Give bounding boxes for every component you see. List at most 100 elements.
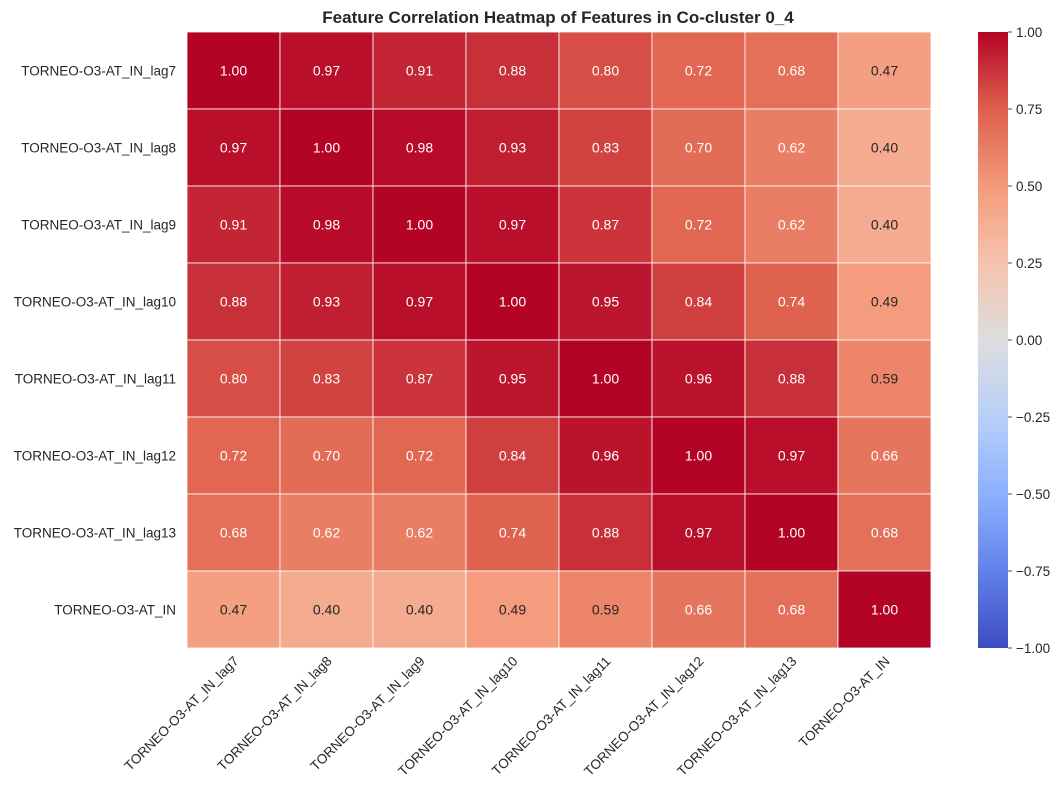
cell-value-label: 0.72 xyxy=(685,217,712,233)
cell-value-label: 0.49 xyxy=(871,294,898,310)
heatmap-cell xyxy=(186,31,281,110)
row-label: TORNEO-O3-AT_IN_lag7 xyxy=(21,64,176,79)
heatmap-cell xyxy=(837,570,932,649)
colorbar-tick-label: −0.50 xyxy=(1016,487,1050,502)
cell-value-label: 0.62 xyxy=(406,525,433,541)
cell-value-label: 0.49 xyxy=(499,602,526,618)
heatmap-cell xyxy=(558,262,653,341)
heatmap-cell xyxy=(465,262,560,341)
cell-value-label: 0.97 xyxy=(220,140,247,156)
heatmap-cell xyxy=(651,339,746,418)
column-label: TORNEO-O3-AT_IN xyxy=(796,654,893,751)
cell-value-label: 0.88 xyxy=(499,63,526,79)
cell-value-label: 0.97 xyxy=(778,448,805,464)
heatmap-cell xyxy=(744,262,839,341)
cell-value-label: 0.72 xyxy=(685,63,712,79)
cell-value-label: 0.88 xyxy=(220,294,247,310)
cell-value-label: 0.87 xyxy=(592,217,619,233)
heatmap-cell xyxy=(279,416,374,495)
row-labels: TORNEO-O3-AT_IN_lag7 TORNEO-O3-AT_IN_lag8… xyxy=(14,64,176,618)
heatmap-cell xyxy=(465,339,560,418)
colorbar: 1.00 0.75 0.50 0.25 0.00 −0.25 −0.50 −0.75 −1.00 xyxy=(978,25,1050,656)
cell-value-label: 0.97 xyxy=(313,63,340,79)
cell-value-label: 0.68 xyxy=(871,525,898,541)
heatmap-cell xyxy=(744,416,839,495)
colorbar-tick-label: −1.00 xyxy=(1016,641,1050,656)
cell-value-label: 0.80 xyxy=(592,63,619,79)
cell-value-label: 0.96 xyxy=(685,371,712,387)
heatmap-cell xyxy=(558,339,653,418)
heatmap-cell xyxy=(186,570,281,649)
row-label: TORNEO-O3-AT_IN xyxy=(54,603,176,618)
heatmap-cell xyxy=(744,493,839,572)
colorbar-gradient xyxy=(978,32,1008,648)
heatmap-cell xyxy=(372,416,467,495)
heatmap-cell xyxy=(651,570,746,649)
heatmap-cell xyxy=(465,31,560,110)
heatmap-cell xyxy=(372,339,467,418)
cell-value-label: 0.40 xyxy=(871,140,898,156)
chart-title: Feature Correlation Heatmap of Features … xyxy=(322,8,794,27)
row-label: TORNEO-O3-AT_IN_lag13 xyxy=(14,526,176,541)
heatmap-cell xyxy=(558,493,653,572)
cell-value-label: 0.97 xyxy=(685,525,712,541)
cell-value-label: 0.70 xyxy=(685,140,712,156)
cell-value-label: 0.40 xyxy=(871,217,898,233)
cell-value-label: 0.70 xyxy=(313,448,340,464)
cell-value-label: 0.95 xyxy=(499,371,526,387)
heatmap-cells: 1.00 0.97 0.91 0.88 0.80 0.72 0.68 0.47 0.97 1.00… xyxy=(186,31,932,649)
row-label: TORNEO-O3-AT_IN_lag8 xyxy=(21,141,176,156)
colorbar-tick-label: 0.75 xyxy=(1016,102,1042,117)
row-label: TORNEO-O3-AT_IN_lag11 xyxy=(15,372,176,387)
heatmap-cell xyxy=(279,108,374,187)
heatmap-cell xyxy=(651,108,746,187)
cell-value-label: 1.00 xyxy=(220,63,247,79)
heatmap-cell xyxy=(372,262,467,341)
cell-value-label: 0.91 xyxy=(406,63,433,79)
heatmap-cell xyxy=(837,108,932,187)
cell-value-label: 0.96 xyxy=(592,448,619,464)
cell-value-label: 0.87 xyxy=(406,371,433,387)
cell-value-label: 0.62 xyxy=(778,140,805,156)
cell-value-label: 0.72 xyxy=(220,448,247,464)
heatmap-cell xyxy=(465,570,560,649)
cell-value-label: 0.40 xyxy=(406,602,433,618)
heatmap-cell xyxy=(372,31,467,110)
cell-value-label: 0.47 xyxy=(220,602,247,618)
heatmap-cell xyxy=(744,185,839,264)
cell-value-label: 0.93 xyxy=(499,140,526,156)
heatmap-cell xyxy=(558,185,653,264)
colorbar-tick-label: 0.25 xyxy=(1016,256,1042,271)
heatmap-cell xyxy=(372,493,467,572)
heatmap-cell xyxy=(372,570,467,649)
heatmap-cell xyxy=(837,31,932,110)
cell-value-label: 0.98 xyxy=(313,217,340,233)
colorbar-tick-label: 0.50 xyxy=(1016,179,1042,194)
cell-value-label: 0.68 xyxy=(778,63,805,79)
cell-value-label: 0.59 xyxy=(592,602,619,618)
colorbar-tick-label: −0.25 xyxy=(1016,410,1050,425)
cell-value-label: 0.47 xyxy=(871,63,898,79)
row-label: TORNEO-O3-AT_IN_lag10 xyxy=(14,295,176,310)
cell-value-label: 0.66 xyxy=(685,602,712,618)
heatmap-cell xyxy=(279,493,374,572)
heatmap-cell xyxy=(651,416,746,495)
row-label: TORNEO-O3-AT_IN_lag9 xyxy=(21,218,176,233)
heatmap-cell xyxy=(558,570,653,649)
cell-value-label: 1.00 xyxy=(592,371,619,387)
colorbar-tick-label: 1.00 xyxy=(1016,25,1042,40)
cell-value-label: 0.93 xyxy=(313,294,340,310)
cell-value-label: 0.97 xyxy=(406,294,433,310)
heatmap-cell xyxy=(465,108,560,187)
cell-value-label: 0.97 xyxy=(499,217,526,233)
cell-value-label: 0.83 xyxy=(313,371,340,387)
cell-value-label: 1.00 xyxy=(871,602,898,618)
cell-value-label: 0.62 xyxy=(313,525,340,541)
heatmap-cell xyxy=(186,185,281,264)
cell-value-label: 0.68 xyxy=(778,602,805,618)
heatmap-cell xyxy=(837,185,932,264)
heatmap-cell xyxy=(837,339,932,418)
cell-value-label: 0.40 xyxy=(313,602,340,618)
colorbar-tick-label: −0.75 xyxy=(1016,564,1050,579)
cell-value-label: 0.84 xyxy=(685,294,712,310)
